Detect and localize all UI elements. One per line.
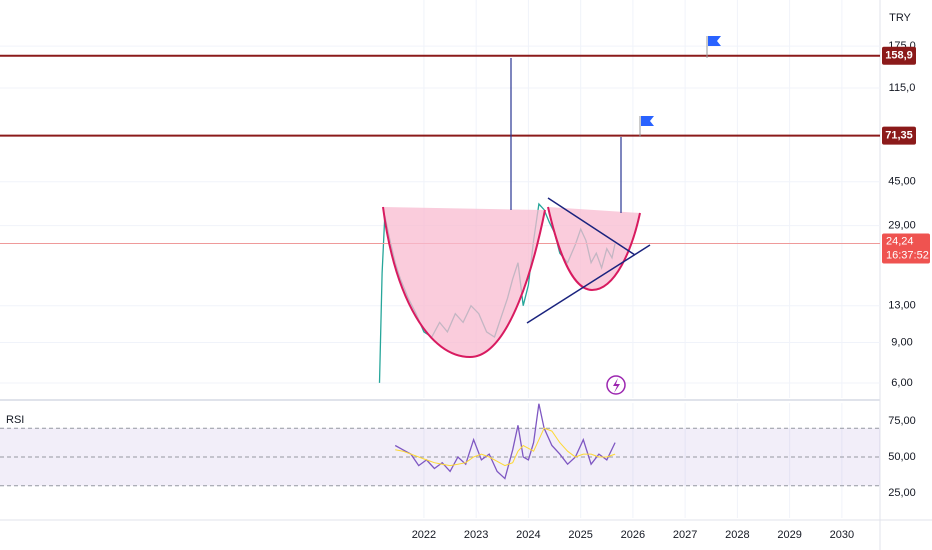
x-tick-label: 2023 [464, 529, 488, 541]
y-tick-label: 50,00 [888, 451, 916, 463]
cup-left [382, 206, 546, 359]
y-tick-label: 13,00 [888, 300, 916, 312]
level-label-box [882, 126, 916, 145]
x-tick-label: 2029 [777, 529, 801, 541]
event-icon-bolt [613, 378, 620, 393]
y-tick-label: 9,00 [891, 336, 912, 348]
x-tick-label: 2026 [621, 529, 645, 541]
flag [641, 116, 654, 126]
x-tick-label: 2028 [725, 529, 749, 541]
price-labels: 6,009,0013,0029,0045,00115,0175,0158,971… [882, 40, 930, 499]
y-tick-label: 25,00 [888, 487, 916, 499]
countdown: 16:37:52 [886, 249, 929, 261]
trend-line [526, 244, 651, 324]
last-price-label: 24,24 [886, 235, 914, 247]
y-tick-label: 29,00 [888, 219, 916, 231]
y-tick-label: 6,00 [891, 377, 912, 389]
last-price-box [882, 233, 930, 264]
cup-right [547, 206, 641, 292]
rsi-title: RSI [6, 414, 24, 426]
trend-line [547, 197, 636, 256]
flag [708, 36, 721, 46]
rsi-pane [0, 403, 880, 518]
x-tick-label: 2024 [516, 529, 540, 541]
level-label: 158,9 [885, 50, 913, 62]
currency: TRY [889, 12, 911, 24]
rsi-band [0, 428, 880, 486]
handle-fill [548, 207, 640, 290]
x-tick-label: 2022 [412, 529, 436, 541]
x-tick-label: 2027 [673, 529, 697, 541]
drawings [382, 36, 721, 395]
rsi-line [395, 427, 616, 467]
y-tick-label: 45,00 [888, 176, 916, 188]
y-tick-label: 75,00 [888, 415, 916, 427]
cup-fill [383, 207, 545, 357]
x-tick-label: 2025 [568, 529, 592, 541]
x-tick-label: 2030 [830, 529, 854, 541]
level-label: 71,35 [885, 130, 913, 142]
y-tick-label: 115,0 [889, 82, 916, 94]
level-label-box [882, 46, 916, 65]
